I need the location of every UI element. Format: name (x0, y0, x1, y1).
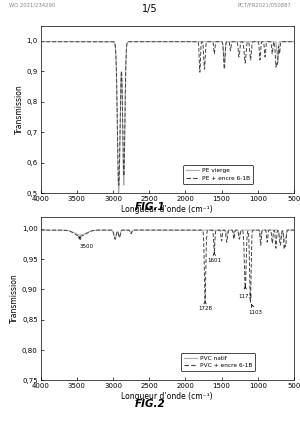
Text: 1103: 1103 (248, 305, 262, 315)
Legend: PE vierge, PE + encre 6-1B: PE vierge, PE + encre 6-1B (183, 165, 253, 184)
Text: 1601: 1601 (207, 252, 221, 263)
Text: PCT/FR2021/050887: PCT/FR2021/050887 (237, 3, 291, 8)
Text: 1728: 1728 (198, 301, 212, 312)
X-axis label: Longueur d’onde (cm⁻¹): Longueur d’onde (cm⁻¹) (122, 392, 213, 401)
Text: FIG.1: FIG.1 (135, 202, 165, 212)
Text: 1/5: 1/5 (142, 4, 158, 14)
Y-axis label: Transmission: Transmission (10, 274, 19, 323)
Text: FIG.2: FIG.2 (135, 399, 165, 409)
Text: WO 2021/234290: WO 2021/234290 (9, 3, 55, 8)
X-axis label: Longueur d’onde (cm⁻¹): Longueur d’onde (cm⁻¹) (122, 205, 213, 214)
Y-axis label: Transmission: Transmission (15, 85, 24, 134)
Legend: PVC natif, PVC + encre 6-1B: PVC natif, PVC + encre 6-1B (181, 353, 255, 371)
Text: 3500: 3500 (79, 237, 93, 249)
Text: 1173: 1173 (238, 287, 252, 299)
